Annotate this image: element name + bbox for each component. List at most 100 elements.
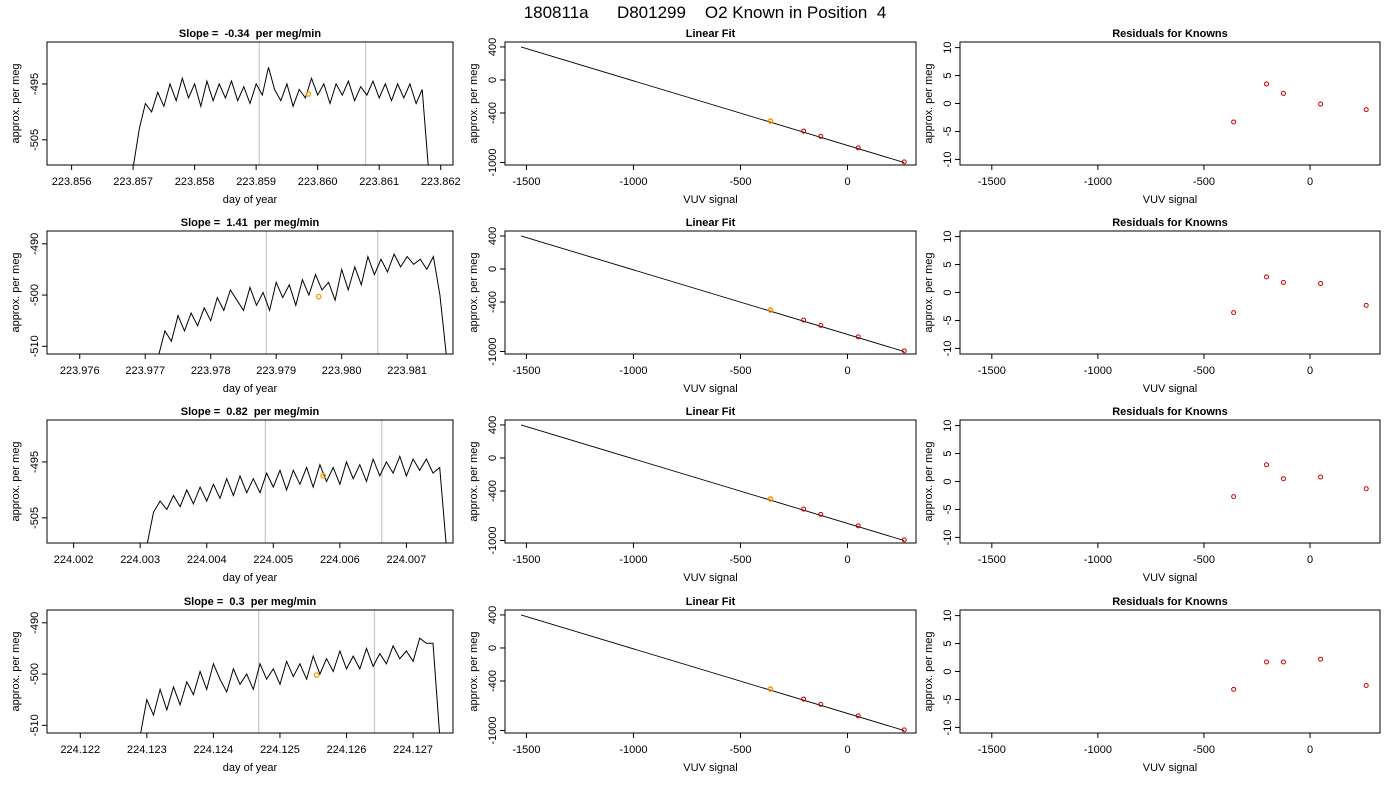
x-tick-label: 223.860 [298, 176, 338, 188]
known-point [818, 701, 824, 707]
x-tick-label: -1000 [1084, 744, 1112, 756]
x-tick-label: 223.976 [60, 365, 100, 377]
x-tick-label: 223.858 [175, 176, 215, 188]
x-axis-label: day of year [223, 194, 278, 206]
x-tick-label: -500 [1193, 176, 1215, 188]
x-tick-label: 224.003 [120, 554, 160, 566]
x-axis-label: day of year [223, 762, 278, 774]
y-tick-label: -500 [29, 284, 41, 306]
panel-title: Residuals for Knowns [1112, 28, 1228, 40]
x-tick-label: -500 [1193, 554, 1215, 566]
x-tick-label: -1500 [512, 365, 540, 377]
known-point [1280, 659, 1286, 665]
x-axis-label: VUV signal [1143, 762, 1197, 774]
plot-frame [959, 41, 1381, 166]
panel-2-1: Slope = 1.41 per meg/min 223.976 223.977 22… [10, 217, 454, 395]
y-tick-label: -400 [487, 102, 499, 124]
y-tick-label: -510 [29, 714, 41, 736]
data-trace [146, 454, 447, 543]
panel-title: Residuals for Knowns [1112, 406, 1228, 418]
x-tick-label: 224.126 [327, 744, 367, 756]
y-axis-label: approx. per meg [10, 63, 22, 143]
panel-2-2: Linear Fit -1500 -1000 -500 0 400 0 -400 -1000 VU… [468, 217, 917, 395]
panel-title: Linear Fit [686, 406, 736, 418]
y-tick-label: 0 [942, 289, 954, 295]
plot-frame [46, 419, 454, 544]
x-tick-label: 223.859 [236, 176, 276, 188]
x-tick-label: 224.004 [187, 554, 227, 566]
x-tick-label: -1000 [1084, 554, 1112, 566]
y-tick-label: -505 [29, 507, 41, 529]
known-point [1280, 90, 1286, 96]
highlight-point [305, 91, 312, 97]
plot-frame [46, 230, 454, 355]
highlight-point [767, 307, 774, 313]
x-tick-label: 0 [1307, 554, 1313, 566]
x-axis-label: VUV signal [1143, 572, 1197, 584]
y-tick-label: 0 [487, 455, 499, 461]
known-point [818, 133, 824, 139]
x-tick-label: 0 [844, 744, 850, 756]
plot-frame [504, 419, 917, 544]
panel-title: Linear Fit [686, 28, 736, 40]
panel-title: Residuals for Knowns [1112, 596, 1228, 608]
y-tick-label: -10 [942, 719, 954, 735]
known-point [801, 317, 807, 323]
x-tick-label: -500 [729, 176, 751, 188]
x-tick-label: -500 [1193, 744, 1215, 756]
panel-1-2: Linear Fit -1500 -1000 -500 0 400 0 -400 -1000 VU… [468, 28, 917, 206]
y-axis-label: approx. per meg [923, 63, 935, 143]
x-tick-label: -1500 [978, 365, 1006, 377]
x-axis-label: VUV signal [1143, 383, 1197, 395]
known-point [1363, 107, 1369, 113]
y-tick-label: -10 [942, 340, 954, 356]
x-tick-label: -1500 [978, 744, 1006, 756]
y-tick-label: 400 [487, 227, 499, 245]
y-tick-label: -5 [942, 695, 954, 705]
y-tick-label: 10 [942, 609, 954, 621]
y-tick-label: 0 [487, 266, 499, 272]
known-point [1231, 310, 1237, 316]
known-point [901, 348, 907, 354]
x-tick-label: -1000 [619, 176, 647, 188]
panel-title: Slope = 0.82 per meg/min [181, 406, 320, 418]
highlight-point [767, 118, 774, 124]
highlight-point [313, 672, 320, 678]
x-tick-label: -500 [729, 365, 751, 377]
y-tick-label: -495 [29, 73, 41, 95]
plot-frame [504, 230, 917, 355]
panel-4-2: Linear Fit -1500 -1000 -500 0 400 0 -400 -1000 VU… [468, 596, 917, 774]
y-tick-label: -1000 [487, 148, 499, 176]
known-point [855, 334, 861, 340]
y-tick-label: -10 [942, 151, 954, 167]
plot-frame [959, 230, 1381, 355]
panel-3-1: Slope = 0.82 per meg/min 224.002 224.003 22… [10, 406, 454, 584]
x-axis-label: day of year [223, 572, 278, 584]
y-tick-label: -510 [29, 335, 41, 357]
x-tick-label: 223.856 [52, 176, 92, 188]
y-tick-label: -400 [487, 480, 499, 502]
x-tick-label: -1000 [1084, 176, 1112, 188]
x-tick-label: 224.124 [194, 744, 234, 756]
y-tick-label: -490 [29, 612, 41, 634]
data-trace [158, 252, 447, 354]
y-tick-label: 5 [942, 640, 954, 646]
y-tick-label: -400 [487, 670, 499, 692]
highlight-point [315, 293, 322, 300]
known-point [901, 727, 907, 733]
y-tick-label: 0 [487, 645, 499, 651]
x-tick-label: -1500 [978, 176, 1006, 188]
x-tick-label: -1000 [1084, 365, 1112, 377]
x-tick-label: 0 [844, 176, 850, 188]
plot-frame [46, 41, 454, 166]
y-tick-label: -10 [942, 529, 954, 545]
known-point [818, 322, 824, 328]
fit-line [520, 424, 905, 541]
y-tick-label: 400 [487, 416, 499, 434]
known-point [1318, 281, 1324, 287]
page-title: 180811a D801299 O2 Known in Position 4 [524, 3, 887, 22]
x-tick-label: 224.006 [320, 554, 360, 566]
y-tick-label: 5 [942, 450, 954, 456]
y-tick-label: 400 [487, 38, 499, 56]
known-point [801, 506, 807, 512]
